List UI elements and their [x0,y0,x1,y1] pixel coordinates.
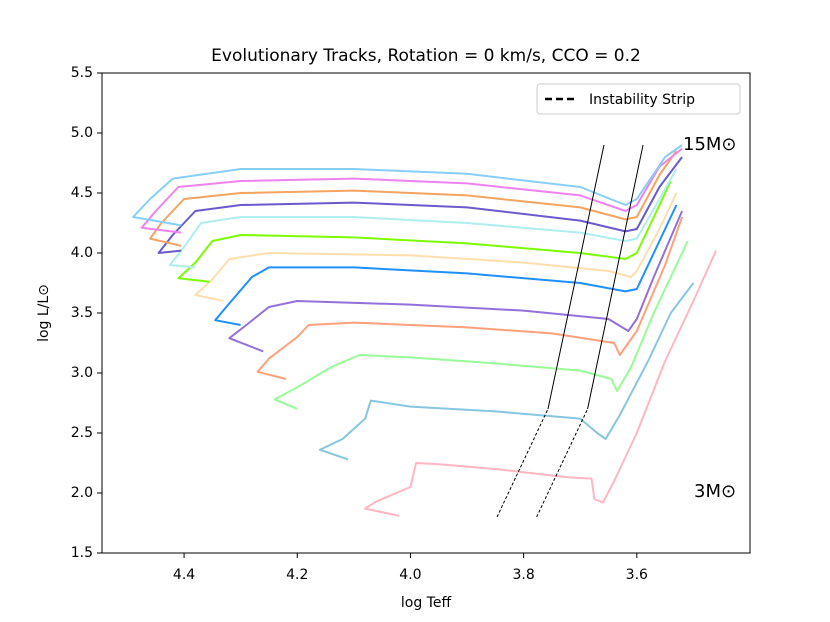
track-line [364,250,717,517]
track-line [228,210,684,353]
y-tick-label: 3.5 [71,305,93,321]
y-tick-label: 5.0 [71,125,93,141]
x-tick-label: 3.8 [512,567,534,583]
legend-label: Instability Strip [589,92,695,108]
x-tick-label: 4.4 [173,567,195,583]
x-axis-label: log Teff [401,595,452,611]
y-tick-label: 4.5 [71,185,93,201]
track-line [149,150,678,247]
x-tick-label: 3.6 [626,567,648,583]
y-axis-label: log L/L⊙ [36,284,52,342]
annotation: 15M⊙ [683,134,737,155]
track-line [168,168,678,269]
chart-title: Evolutionary Tracks, Rotation = 0 km/s, … [211,46,641,66]
y-tick-label: 4.0 [71,245,93,261]
y-tick-label: 1.5 [71,545,93,561]
track-line [318,282,695,461]
x-tick-label: 4.0 [399,567,421,583]
track-line [273,240,689,410]
y-tick-label: 3.0 [71,365,93,381]
track-line [140,147,683,234]
track-line [177,180,672,283]
y-tick-label: 2.0 [71,485,93,501]
x-tick-label: 4.2 [286,567,308,583]
legend-box [536,83,741,115]
track-line [157,156,683,254]
instability-strip-line [587,144,644,410]
track-line [256,216,684,380]
y-tick-label: 5.5 [71,65,93,81]
track-line [214,204,678,326]
annotation: 3M⊙ [694,481,736,502]
track-line [132,144,683,227]
y-tick-label: 2.5 [71,425,93,441]
track-line [194,192,678,302]
instability-strip-line [547,144,605,410]
